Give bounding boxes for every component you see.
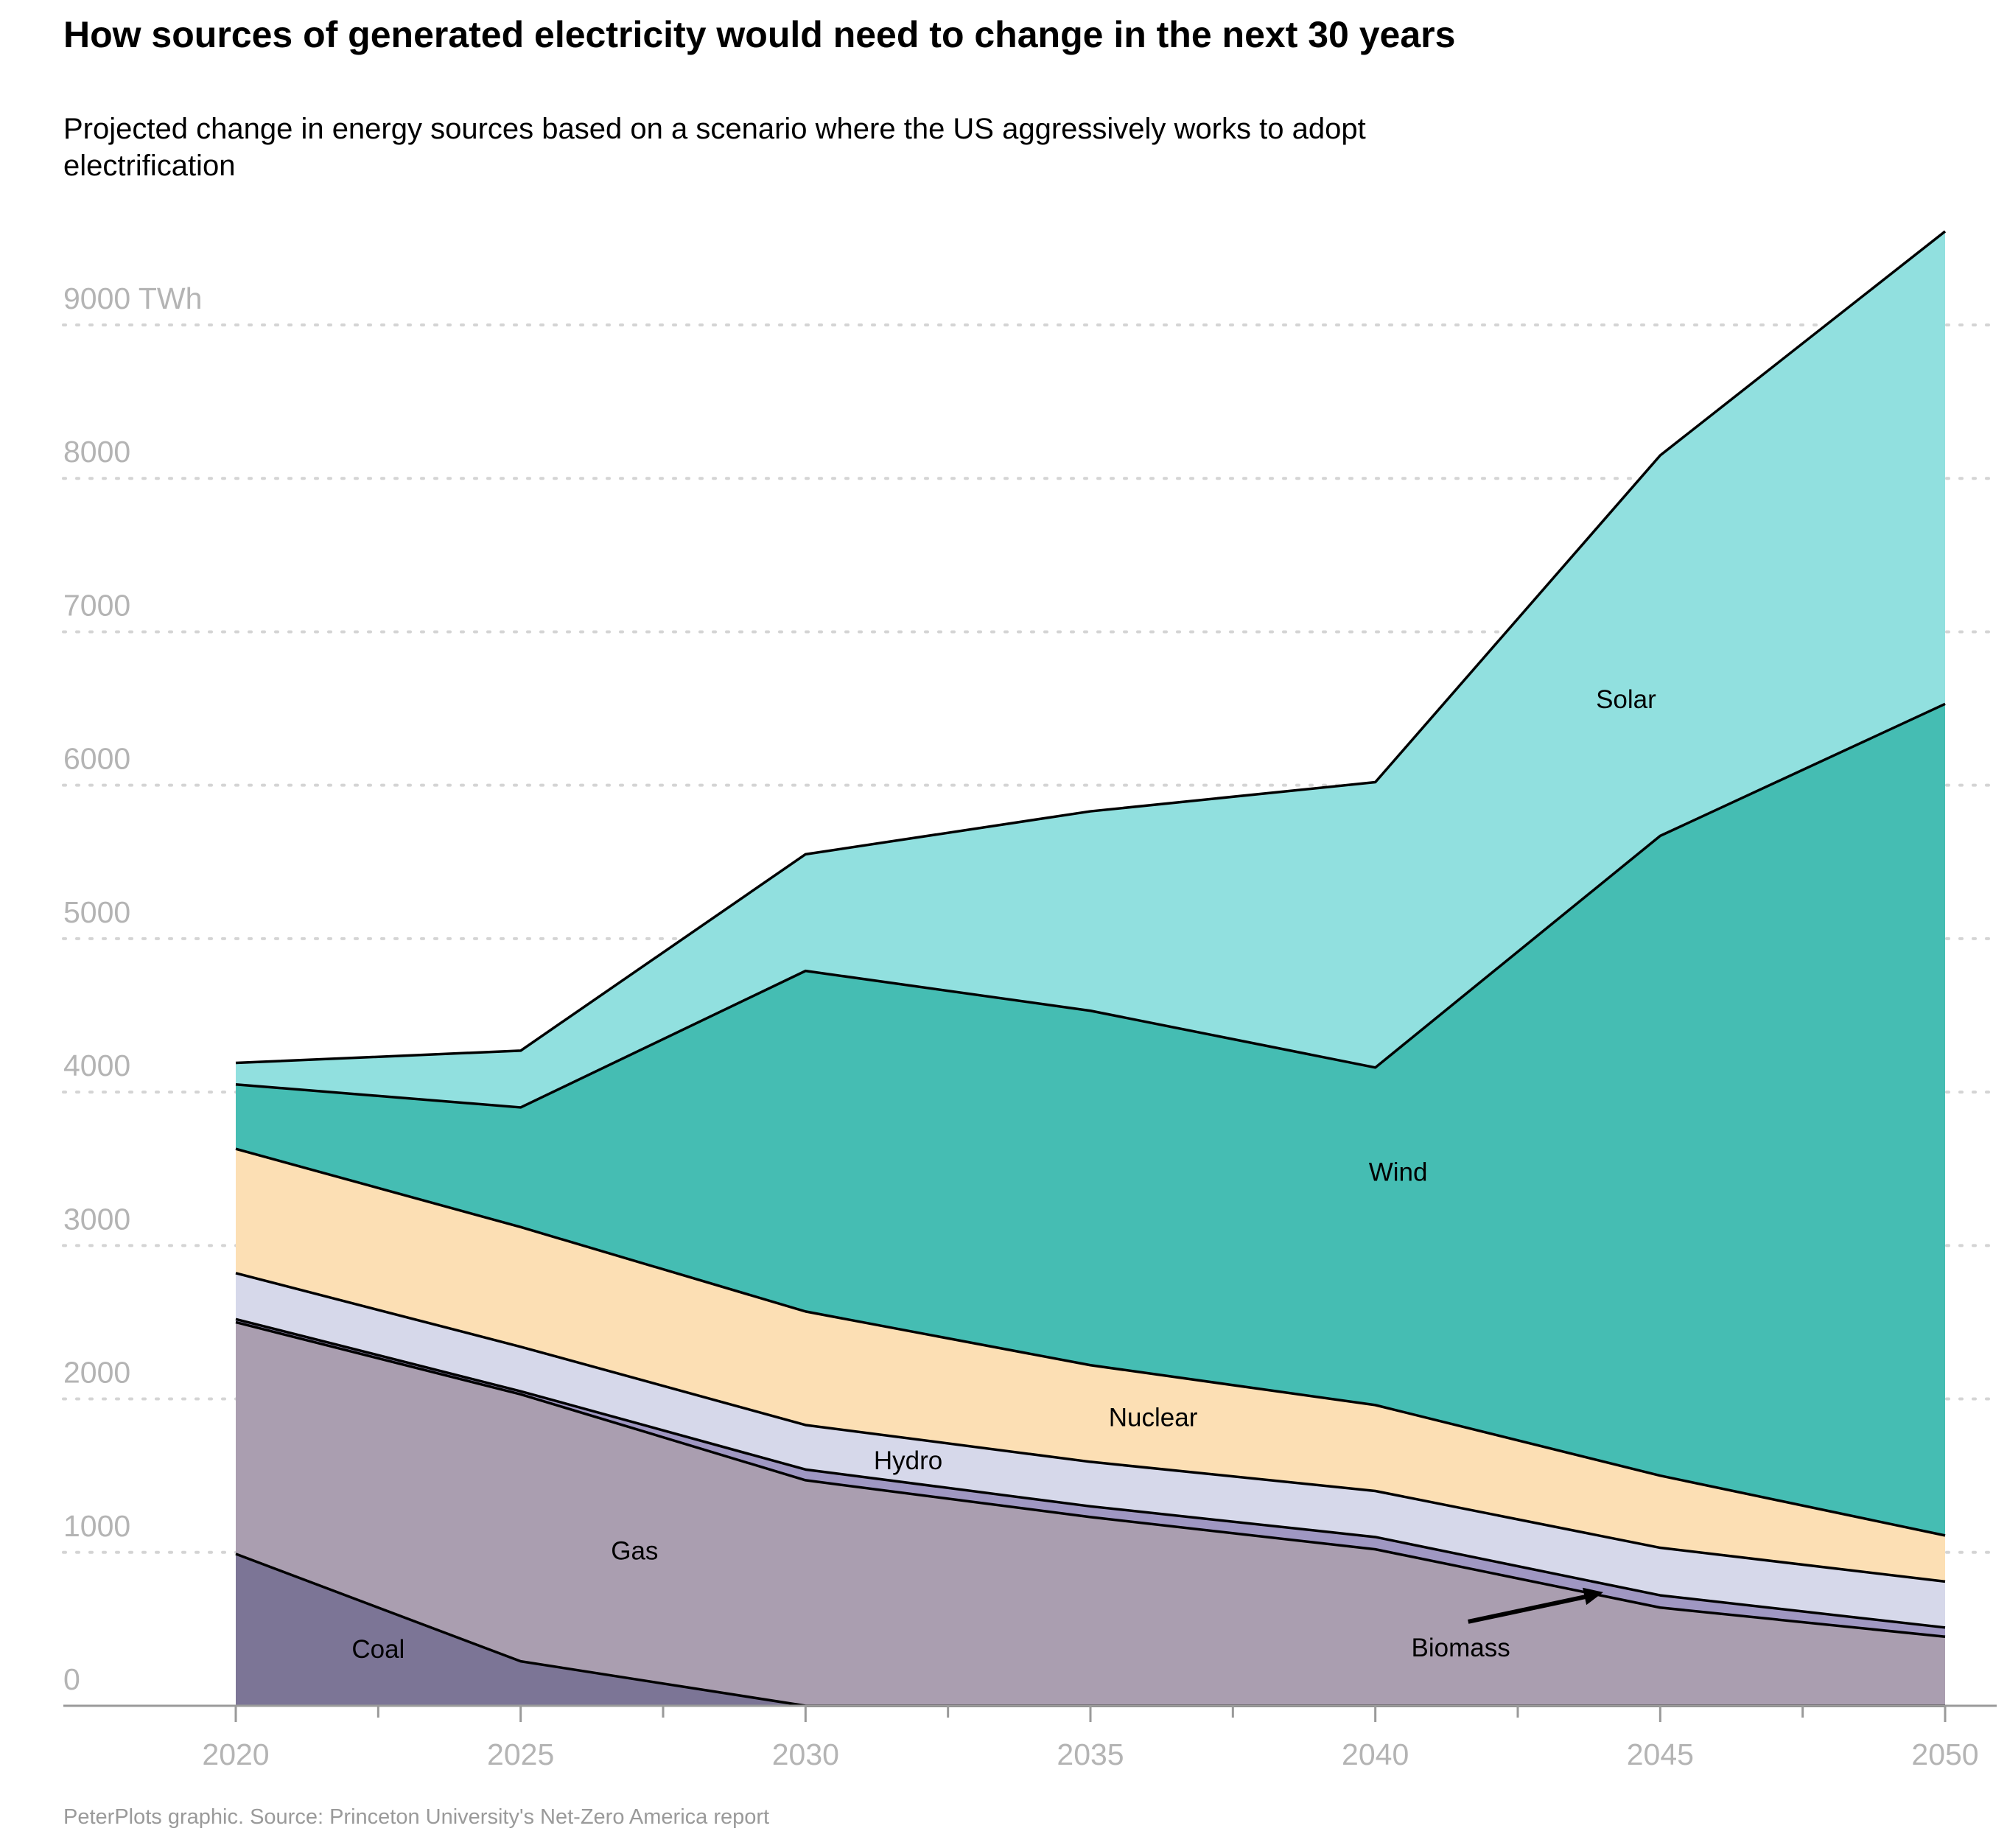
x-tick-label-2040: 2040 bbox=[1342, 1737, 1409, 1771]
y-tick-label-6000: 6000 bbox=[63, 742, 130, 776]
series-label-nuclear: Nuclear bbox=[1109, 1404, 1198, 1432]
x-tick-label-2025: 2025 bbox=[487, 1737, 554, 1771]
series-label-hydro: Hydro bbox=[874, 1446, 942, 1475]
series-label-biomass: Biomass bbox=[1412, 1634, 1510, 1662]
series-label-coal: Coal bbox=[351, 1635, 404, 1664]
boundary-line-biomass bbox=[235, 1317, 1946, 1629]
y-tick-label-2000: 2000 bbox=[63, 1356, 130, 1390]
boundary-line-wind bbox=[235, 702, 1946, 1109]
y-tick-label-0: 0 bbox=[63, 1662, 80, 1696]
y-tick-labels: 0 1000 2000 3000 4000 5000 6000 7000 8000 9000 TW… bbox=[63, 281, 202, 1696]
biomass-arrow-head bbox=[1583, 1587, 1603, 1606]
y-tick-label-9000: 9000 TWh bbox=[63, 281, 202, 315]
y-tick-label-8000: 8000 bbox=[63, 435, 130, 469]
y-tick-label-7000: 7000 bbox=[63, 588, 130, 622]
chart-title: How sources of generated electricity wou… bbox=[63, 14, 1456, 55]
x-tick-label-2045: 2045 bbox=[1627, 1737, 1694, 1771]
source-note: PeterPlots graphic. Source: Princeton Un… bbox=[63, 1805, 770, 1829]
series-labels: Coal Gas Biomass Hydro Nuclear Wind Solar bbox=[351, 685, 1656, 1664]
chart-subtitle: Projected change in energy sources based… bbox=[63, 113, 1366, 182]
series-label-solar: Solar bbox=[1596, 685, 1656, 714]
boundary-line-hydro bbox=[235, 1272, 1946, 1583]
x-tick-label-2035: 2035 bbox=[1057, 1737, 1124, 1771]
y-tick-label-5000: 5000 bbox=[63, 895, 130, 929]
x-tick-labels: 2020 2025 2030 2035 2040 2045 2050 bbox=[202, 1737, 1978, 1771]
area-wind bbox=[236, 704, 1945, 1536]
series-areas bbox=[236, 231, 1945, 1706]
series-label-gas: Gas bbox=[611, 1537, 658, 1566]
y-tick-label-4000: 4000 bbox=[63, 1049, 130, 1082]
series-label-wind: Wind bbox=[1369, 1158, 1428, 1186]
boundary-line-gas bbox=[235, 1320, 1946, 1639]
boundary-line-nuclear bbox=[235, 1147, 1946, 1537]
boundary-line-solar bbox=[235, 230, 1947, 1065]
y-tick-label-3000: 3000 bbox=[63, 1202, 130, 1236]
area-solar bbox=[236, 231, 1945, 1107]
x-tick-label-2030: 2030 bbox=[772, 1737, 839, 1771]
x-axis bbox=[63, 1704, 1997, 1722]
area-hydro bbox=[236, 1273, 1945, 1628]
biomass-arrow-shaft bbox=[1468, 1592, 1594, 1624]
x-tick-label-2050: 2050 bbox=[1911, 1737, 1978, 1771]
y-tick-label-1000: 1000 bbox=[63, 1509, 130, 1543]
area-coal bbox=[236, 1553, 1945, 1706]
x-tick-label-2020: 2020 bbox=[202, 1737, 269, 1771]
